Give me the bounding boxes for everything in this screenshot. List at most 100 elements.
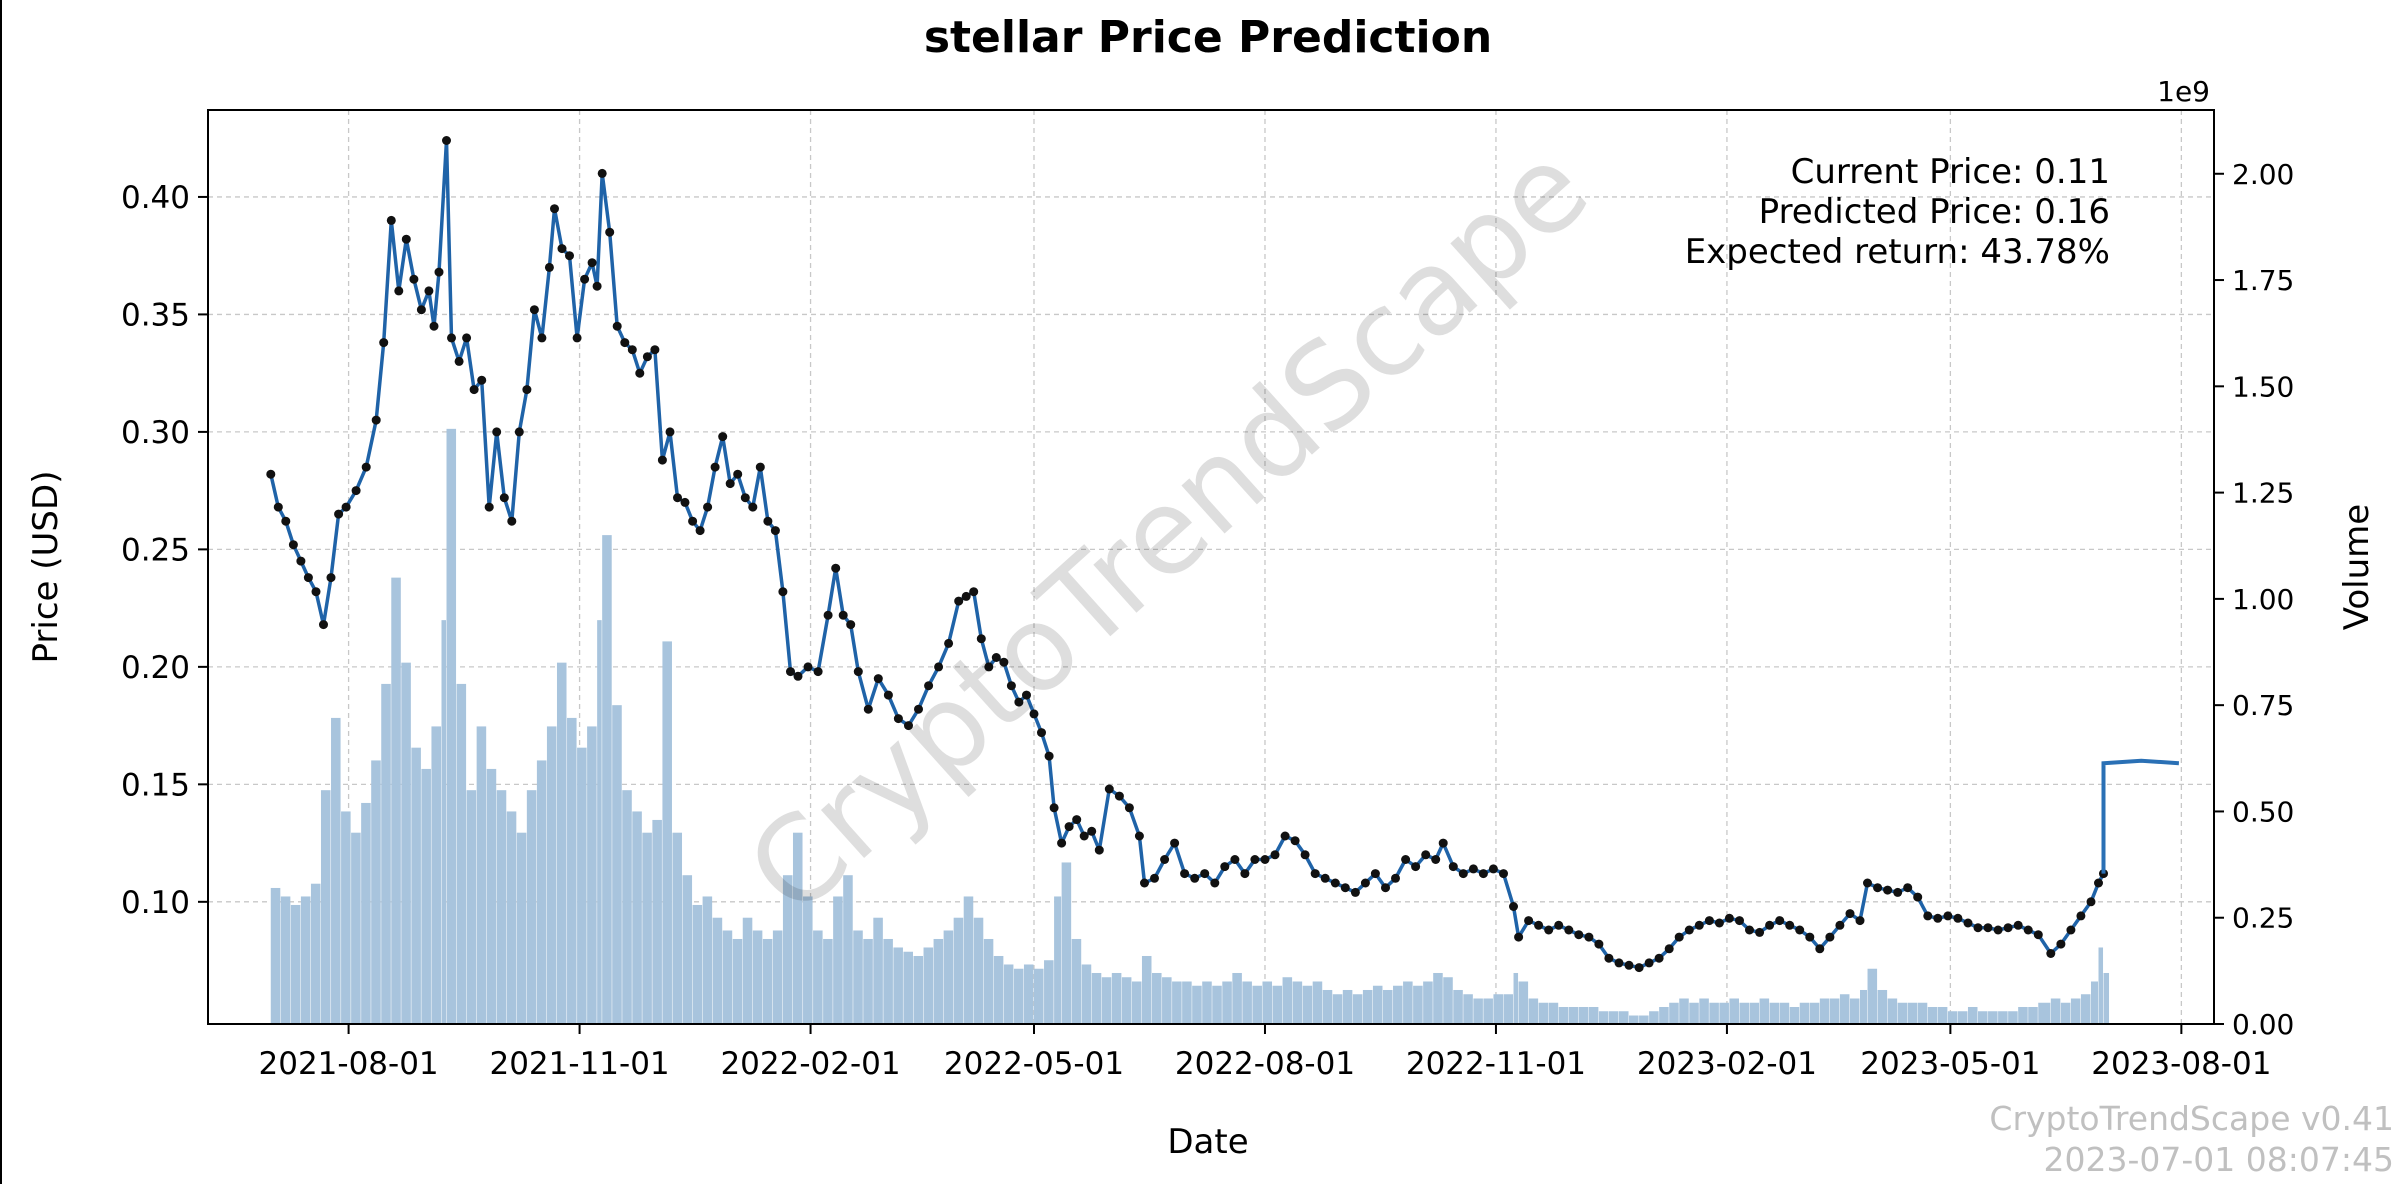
volume-bar [476, 726, 487, 1024]
volume-bar [526, 790, 537, 1024]
price-marker [2046, 949, 2056, 958]
price-marker [1448, 862, 1458, 872]
price-marker [803, 662, 813, 672]
volume-bar [2080, 994, 2091, 1024]
price-marker [904, 721, 913, 731]
volume-bar [567, 717, 577, 1024]
price-marker [969, 587, 979, 597]
price-marker [1240, 869, 1250, 879]
volume-bar [1121, 977, 1132, 1024]
volume-bar [421, 768, 431, 1024]
price-marker [1250, 855, 1260, 864]
price-marker [1765, 920, 1775, 930]
volume-bar [351, 832, 361, 1024]
price-marker [1310, 869, 1320, 879]
price-marker [1554, 920, 1564, 930]
price-marker [1438, 838, 1448, 848]
volume-bar [823, 938, 833, 1024]
x-tick-label: 2022-05-01 [944, 1046, 1124, 1082]
volume-bar [652, 819, 662, 1024]
price-marker [266, 469, 276, 479]
volume-bar [943, 930, 954, 1024]
price-marker [1584, 932, 1594, 942]
price-marker [1140, 878, 1149, 888]
y2-tick-label: 1.50 [2232, 370, 2294, 403]
volume-bar [1034, 968, 1044, 1024]
y2-axis-label: Volume [2337, 504, 2377, 630]
price-marker [1863, 878, 1872, 888]
volume-bar [1054, 896, 1062, 1024]
volume-bar [1998, 1011, 2008, 1024]
volume-bar [1679, 998, 1689, 1024]
volume-bar [1272, 985, 1283, 1024]
volume-bar [1023, 964, 1034, 1024]
price-marker [1903, 883, 1913, 893]
y2-tick-label: 2.00 [2232, 158, 2294, 191]
volume-bar [813, 930, 823, 1024]
volume-bar [903, 951, 913, 1024]
y-tick-label: 0.20 [121, 650, 190, 686]
x-tick-label: 2022-08-01 [1175, 1046, 1355, 1082]
x-tick-label: 2021-08-01 [259, 1046, 439, 1082]
volume-bar [280, 896, 291, 1024]
price-marker [1735, 916, 1744, 926]
price-marker [2003, 923, 2013, 933]
price-marker [1029, 709, 1039, 719]
volume-bar [1013, 968, 1024, 1024]
volume-bar [1578, 1006, 1589, 1024]
price-marker [853, 667, 863, 677]
volume-bar [341, 811, 351, 1024]
price-marker [557, 244, 567, 254]
price-marker [2013, 920, 2023, 930]
price-marker [999, 657, 1009, 667]
volume-bar [1749, 1002, 1760, 1024]
price-marker [1883, 885, 1893, 895]
price-marker [883, 690, 893, 700]
volume-bar [1141, 955, 1152, 1024]
price-marker [1963, 918, 1973, 928]
volume-bar [1709, 1002, 1719, 1024]
price-marker [1674, 932, 1684, 942]
volume-bar [320, 790, 331, 1024]
price-marker [1644, 958, 1654, 968]
volume-bar [1897, 1002, 1908, 1024]
price-marker [770, 526, 780, 536]
volume-bar [391, 577, 401, 1024]
volume-bar [1967, 1006, 1978, 1024]
price-marker [733, 469, 743, 479]
price-marker [1300, 850, 1310, 860]
price-marker [537, 333, 547, 343]
price-marker [544, 262, 554, 272]
price-marker [961, 591, 971, 601]
volume-bar [1131, 981, 1142, 1024]
price-marker [627, 345, 637, 355]
volume-bar [1618, 1011, 1629, 1024]
price-marker [1160, 855, 1170, 864]
price-marker [1893, 887, 1903, 897]
price-marker [1064, 822, 1074, 832]
volume-bar [1222, 981, 1232, 1024]
price-marker [288, 540, 298, 550]
volume-bar [1292, 981, 1303, 1024]
volume-bar [1352, 994, 1363, 1024]
volume-bar [993, 955, 1004, 1024]
price-marker [1094, 845, 1104, 855]
volume-bar [1372, 985, 1383, 1024]
volume-bar [642, 832, 652, 1024]
volume-bar [1887, 998, 1898, 1024]
price-marker [1014, 697, 1024, 707]
volume-bar [466, 790, 477, 1024]
volume-bar [1182, 981, 1192, 1024]
volume-bar [1957, 1011, 1968, 1024]
price-marker [447, 333, 456, 343]
volume-bar [662, 641, 672, 1024]
price-marker [954, 596, 964, 606]
volume-bar [1849, 998, 1860, 1024]
y-tick-label: 0.10 [121, 885, 190, 921]
volume-bar [843, 875, 853, 1024]
price-marker [1370, 869, 1380, 879]
price-marker [1037, 728, 1046, 738]
price-marker [1973, 923, 1983, 933]
volume-bar [456, 683, 467, 1024]
price-marker [1805, 932, 1815, 942]
